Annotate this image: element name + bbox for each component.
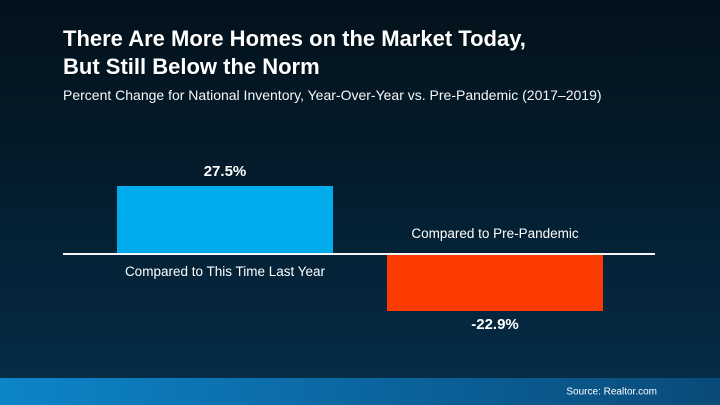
bar-compared-to-last-year xyxy=(117,186,333,253)
source-attribution: Source: Realtor.com xyxy=(566,386,657,397)
chart-subtitle: Percent Change for National Inventory, Y… xyxy=(63,87,602,103)
zero-axis-line xyxy=(63,253,655,255)
bar-compared-to-pre-pandemic xyxy=(387,255,603,311)
footer-bar: Source: Realtor.com xyxy=(0,378,720,405)
value-label-negative: -22.9% xyxy=(471,316,519,333)
value-label-positive: 27.5% xyxy=(203,163,247,180)
page-title: There Are More Homes on the Market Today… xyxy=(63,25,526,81)
category-label-pre-pandemic: Compared to Pre-Pandemic xyxy=(411,226,579,241)
title-line-2: But Still Below the Norm xyxy=(63,54,320,79)
category-label-last-year: Compared to This Time Last Year xyxy=(124,264,326,279)
title-line-1: There Are More Homes on the Market Today… xyxy=(63,26,526,51)
